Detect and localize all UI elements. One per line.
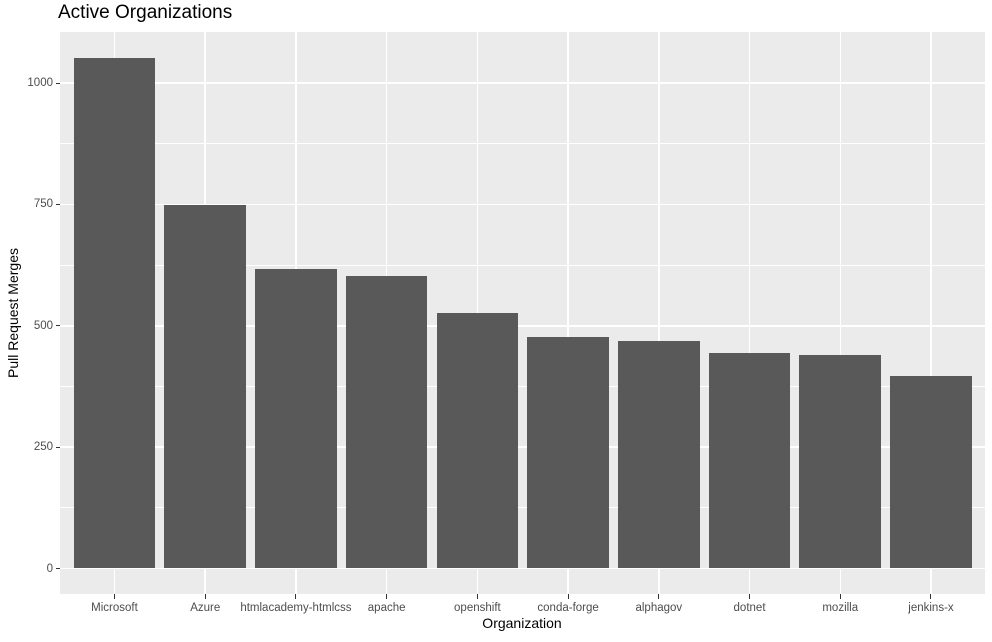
y-tick-label: 0 [46,562,53,575]
gridline-minor [60,264,985,266]
bar-openshift [436,313,519,569]
y-tick-mark [55,568,60,569]
gridline-major [60,325,985,327]
gridline-major [60,446,985,448]
x-tick-mark [114,594,115,599]
x-tick-label-conda-forge: conda-forge [537,602,599,614]
y-tick-mark [55,446,60,448]
bar-conda-forge [527,337,609,569]
y-tick-label: 1000 [27,77,53,89]
x-axis-title: Organization [482,615,562,631]
x-tick-label-jenkins-x: jenkins-x [908,602,954,614]
x-tick-label-alphagov: alphagov [635,602,683,614]
chart-title: Active Organizations [58,2,233,23]
y-axis-title: Pull Request Merges [5,248,21,378]
gridline-vertical [839,32,841,594]
x-tick-label-dotnet: dotnet [733,602,766,614]
gridline-major [60,567,985,570]
x-tick-label-openshift: openshift [454,602,501,614]
x-tick-label-apache: apache [367,602,406,614]
y-tick-mark [55,203,60,205]
x-tick-mark [476,594,478,599]
x-tick-mark [930,594,932,599]
bar-microsoft [73,57,156,569]
y-tick-label: 750 [33,198,53,211]
x-tick-mark [386,594,388,599]
x-tick-mark [567,594,569,599]
bar-jenkins-x [890,376,972,569]
x-tick-mark [295,594,297,599]
y-tick-label: 500 [33,319,53,332]
gridline-minor [60,143,985,145]
bar-azure [164,204,246,569]
gridline-major [60,203,985,206]
gridline-minor [60,386,985,387]
x-tick-mark [658,594,660,599]
bar-alphagov [618,340,700,569]
x-tick-label-microsoft: Microsoft [91,602,138,614]
gridline-vertical [567,32,569,594]
gridline-vertical [476,32,479,594]
x-tick-mark [839,594,841,599]
x-tick-mark [204,594,206,599]
gridline-minor [60,507,985,509]
y-tick-mark [55,325,60,327]
x-tick-label-mozilla: mozilla [822,602,859,614]
bar-apache [345,275,428,569]
x-tick-mark [749,594,751,599]
x-tick-label-azure: Azure [190,602,221,614]
x-tick-label-htmlacademy-htmlcss: htmlacademy-htmlcss [240,602,352,614]
gridline-vertical [658,32,660,594]
gridline-major [60,82,985,84]
y-tick-mark [55,82,60,84]
gridline-vertical [748,32,751,594]
bar-mozilla [799,355,882,569]
gridline-vertical [930,32,932,594]
bar-dotnet [708,352,791,569]
plot-panel [60,32,985,594]
bar-htmlacademy-htmlcss [255,268,337,569]
y-tick-label: 250 [33,441,53,454]
